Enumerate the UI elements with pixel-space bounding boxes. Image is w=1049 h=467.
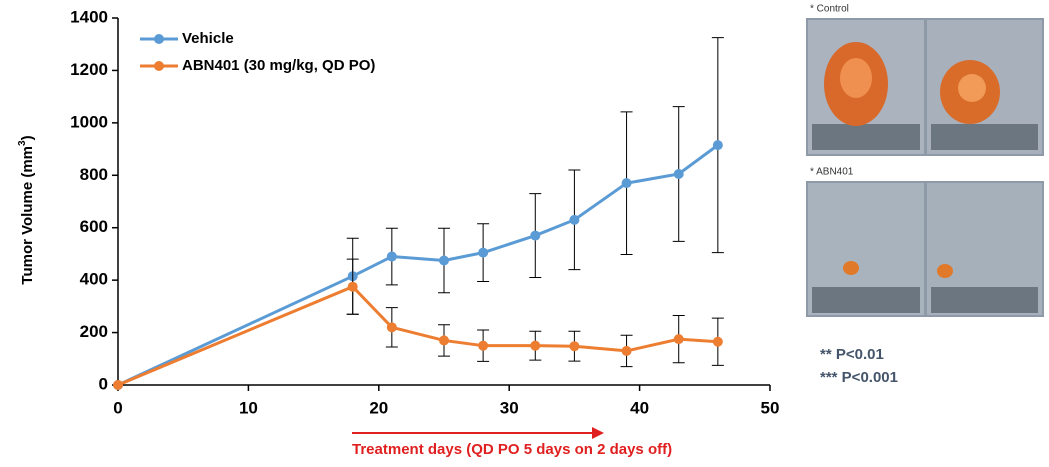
point <box>439 255 449 266</box>
y-tick-label: 600 <box>80 217 108 236</box>
point <box>113 380 123 390</box>
point <box>439 335 449 346</box>
y-tick-label: 1200 <box>70 60 108 79</box>
photo-label: * ABN401 <box>810 167 854 178</box>
point <box>530 230 541 241</box>
p-value: *** P<0.001 <box>820 369 898 386</box>
legend-label: ABN401 (30 mg/kg, QD PO) <box>182 57 375 74</box>
point <box>673 168 684 179</box>
point <box>621 345 632 356</box>
y-label-superscript: 3 <box>17 140 28 146</box>
y-label-end: ) <box>19 135 36 140</box>
y-tick-label: 200 <box>80 322 108 341</box>
legend-marker <box>154 34 164 44</box>
point <box>569 214 580 225</box>
point <box>712 140 723 151</box>
series-line <box>117 143 719 387</box>
point <box>673 334 684 345</box>
x-tick-label: 40 <box>630 398 649 417</box>
treatment-label: Treatment days (QD PO 5 days on 2 days o… <box>352 441 672 458</box>
photo-label: * Control <box>810 4 849 15</box>
point <box>386 251 397 262</box>
point <box>569 341 580 352</box>
photo <box>806 18 1044 156</box>
legend-marker <box>154 61 164 71</box>
y-tick-label: 0 <box>99 374 108 393</box>
y-tick-label: 1000 <box>70 112 108 131</box>
point <box>478 340 489 351</box>
point <box>712 336 723 347</box>
y-tick-label: 800 <box>80 165 108 184</box>
photo <box>806 181 1044 317</box>
arrow-head <box>592 427 604 439</box>
y-tick-label: 1400 <box>70 7 108 26</box>
point <box>478 247 489 258</box>
x-tick-label: 20 <box>369 398 388 417</box>
p-value: ** P<0.01 <box>820 346 884 363</box>
y-tick-label: 400 <box>80 270 108 289</box>
x-tick-label: 0 <box>113 398 122 417</box>
point <box>530 340 541 351</box>
y-label-text: Tumor Volume (mm <box>19 146 36 285</box>
point <box>621 178 632 189</box>
x-tick-label: 30 <box>500 398 519 417</box>
y-axis-label: Tumor Volume (mm3) <box>17 135 36 284</box>
x-tick-label: 50 <box>761 398 780 417</box>
point <box>347 281 358 292</box>
legend-label: Vehicle <box>182 30 234 47</box>
series-line <box>117 284 718 387</box>
x-tick-label: 10 <box>239 398 258 417</box>
point <box>386 322 397 333</box>
